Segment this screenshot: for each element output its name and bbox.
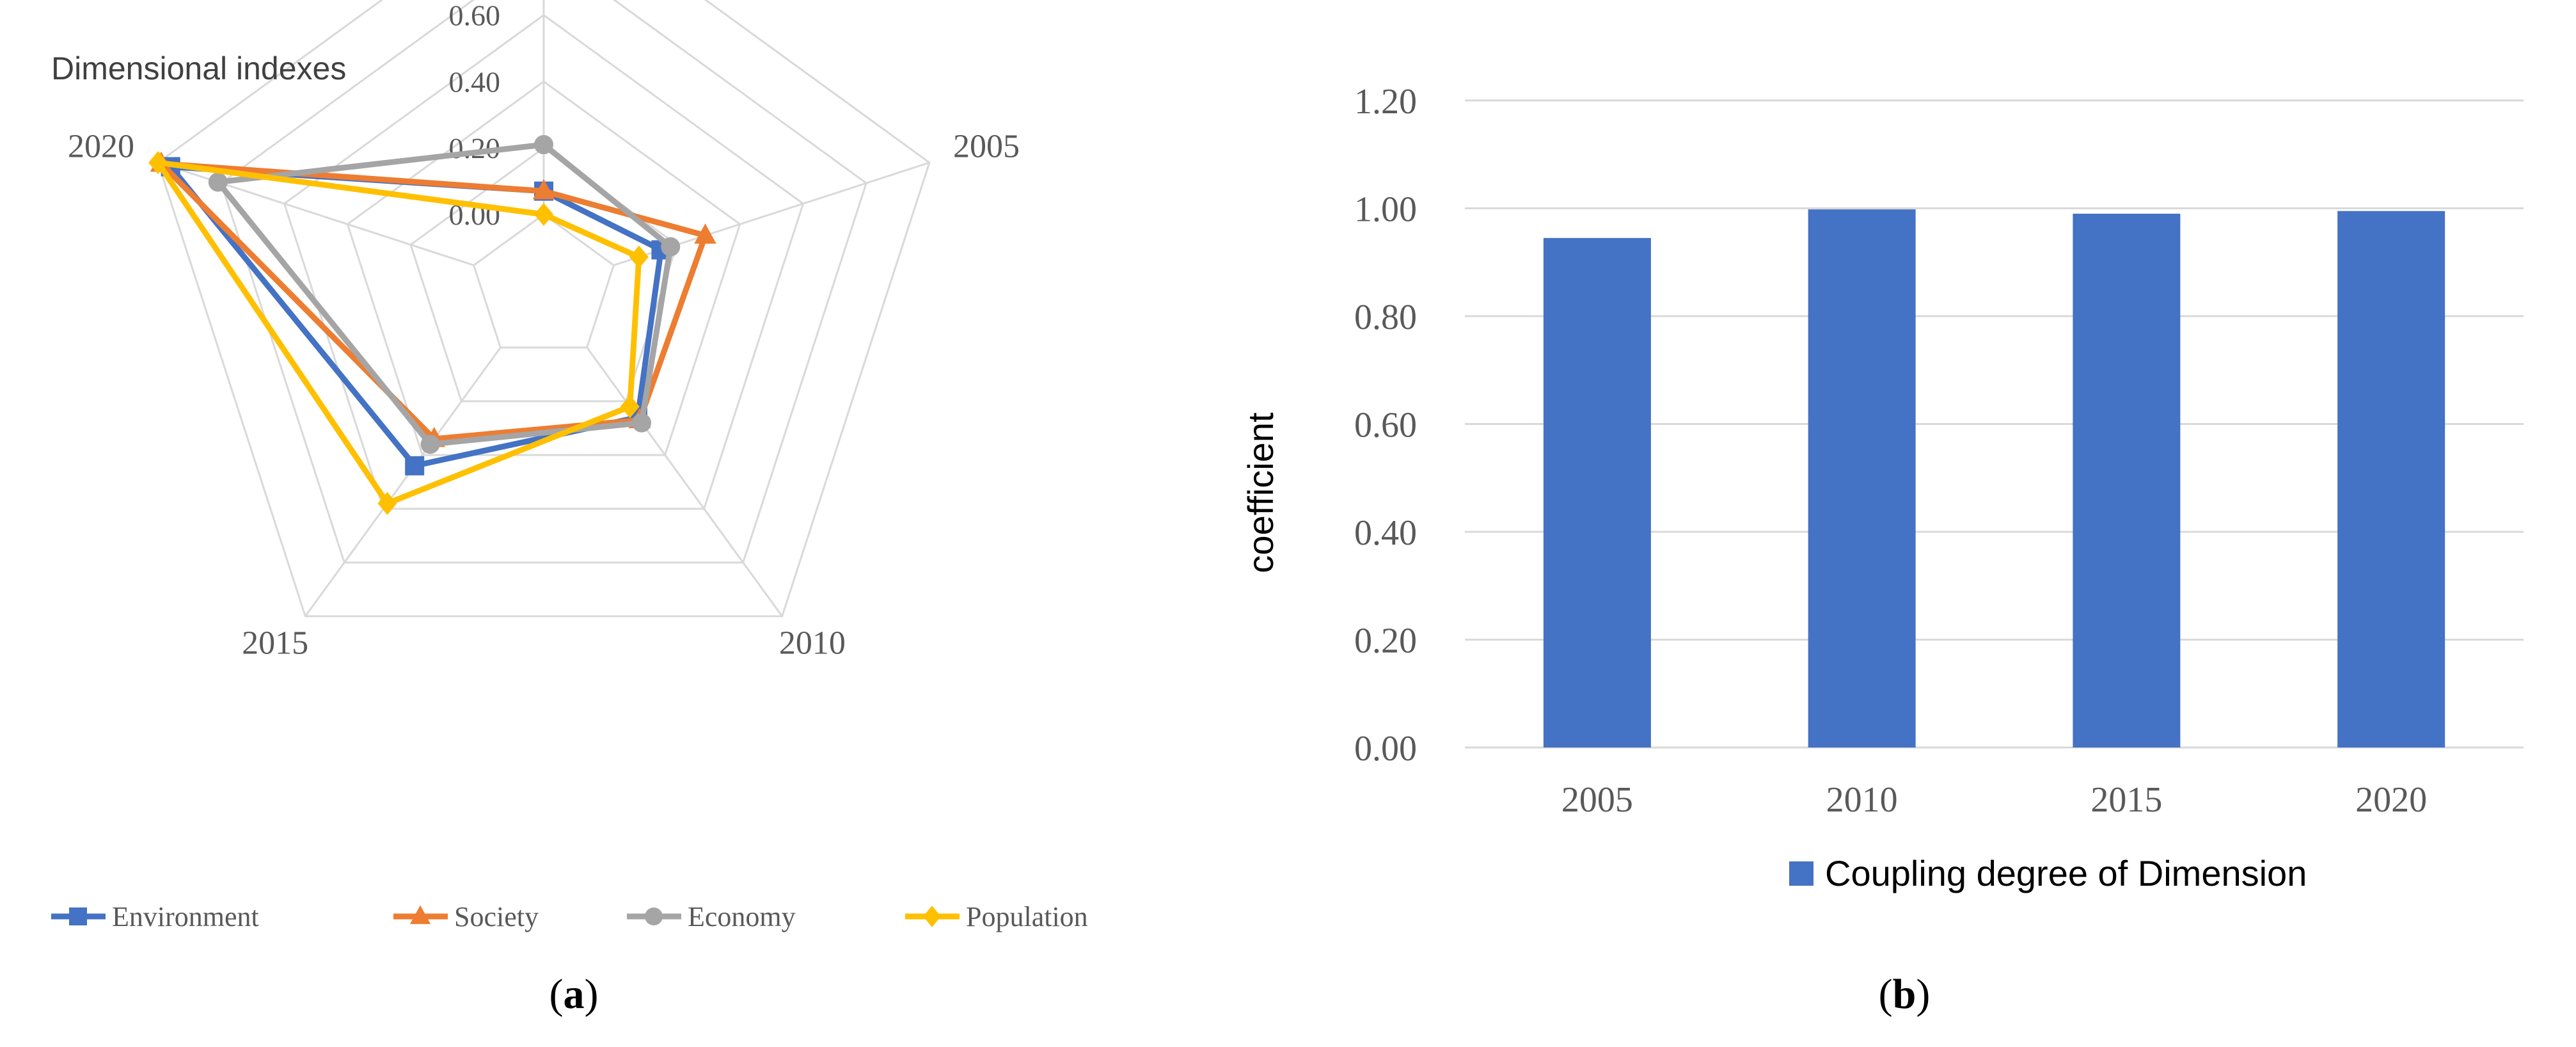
x-tick-label: 2005 [1561,780,1633,820]
bar-chart: 0.00 0.20 0.40 0.60 0.80 1.00 1.20 2005 2010 201… [1240,82,2524,893]
radar-point [420,435,440,454]
radar-series [148,135,716,515]
radar-series-line [158,161,709,442]
radar-point [148,151,168,175]
radar-legend-item: Economy [627,901,796,932]
radar-point [620,395,640,419]
legend-label: Coupling degree of Dimension [1825,853,2307,893]
radar-point [632,413,652,433]
radar-legend: Environment Society Economy Population [51,901,1088,932]
radar-legend-item: Environment [51,901,259,932]
legend-label: Society [454,901,539,932]
bar-x-tick-labels: 2005 2010 2015 2020 [1561,780,2427,820]
y-tick-label: 0.40 [1354,513,1417,553]
radar-category-label: 2010 [779,625,846,661]
radar-grid-ring [409,147,678,403]
y-tick-label: 0.00 [1354,729,1417,769]
bar-y-tick-labels: 0.00 0.20 0.40 0.60 0.80 1.00 1.20 [1354,82,1417,769]
radar-tick-label: 0.40 [449,65,501,98]
radar-grid-ring [157,0,931,618]
legend-label: Population [966,901,1088,932]
legend-label: Environment [112,901,259,932]
radar-series-line [215,141,674,447]
legend-marker [645,907,663,925]
legend-label: Economy [688,901,796,932]
radar-point [208,172,228,192]
caption-paren-close: ) [585,971,599,1018]
radar-series-line [155,159,642,507]
bar [1808,209,1916,747]
radar-point [694,223,716,244]
y-tick-label: 1.00 [1354,190,1417,230]
radar-point [629,245,649,269]
caption-paren-open: ( [549,971,564,1018]
radar-category-labels: 20002005201020152020 [68,129,1020,662]
bar-legend: Coupling degree of Dimension [1789,853,2307,893]
radar-chart: 0.000.200.400.600.801.00 200020052010201… [51,0,1088,932]
y-tick-label: 0.60 [1354,406,1417,445]
radar-point [377,492,397,515]
radar-spoke [586,347,783,617]
radar-category-label: 2020 [68,129,134,165]
radar-tick-label: 0.60 [449,0,501,32]
radar-legend-item: Population [905,901,1088,932]
y-tick-label: 1.20 [1354,82,1417,122]
radar-title: Dimensional indexes [51,51,346,86]
radar-spoke [304,347,502,617]
bar-y-axis-label: coefficient [1240,412,1281,573]
bar [1543,237,1651,747]
y-tick-label: 0.20 [1354,621,1417,661]
legend-marker [69,907,87,925]
radar-category-label: 2015 [242,625,308,661]
caption-paren-open: ( [1879,971,1893,1018]
radar-grid-ring [346,80,741,456]
bar-bars [1543,209,2446,747]
radar-grid [157,0,931,618]
y-tick-label: 0.80 [1354,298,1417,337]
radar-point [661,237,681,257]
svg-text:(b): (b) [1879,971,1931,1018]
x-tick-label: 2020 [2355,780,2427,820]
radar-grid-ring [472,213,615,349]
radar-grid-ring [219,0,868,564]
caption-letter-a: a [564,971,585,1018]
bar [2073,213,2181,747]
caption-letter-b: b [1893,971,1916,1018]
legend-marker [409,905,431,924]
radar-tick-labels: 0.000.200.400.600.801.00 [449,0,501,231]
svg-text:(a): (a) [549,971,599,1018]
radar-series-population [148,151,649,515]
panel-caption-b: (b) [1879,971,1931,1018]
legend-swatch [1789,861,1813,886]
radar-point [534,203,553,226]
caption-paren-close: ) [1916,971,1930,1018]
radar-point [534,135,553,155]
radar-legend-item: Society [393,901,539,932]
x-tick-label: 2010 [1826,780,1898,820]
radar-point [532,179,555,200]
x-tick-label: 2015 [2090,780,2162,820]
radar-category-label: 2005 [953,129,1020,165]
legend-marker [923,906,941,927]
bar [2337,211,2446,747]
radar-point [405,456,425,476]
panel-caption-a: (a) [549,971,599,1018]
